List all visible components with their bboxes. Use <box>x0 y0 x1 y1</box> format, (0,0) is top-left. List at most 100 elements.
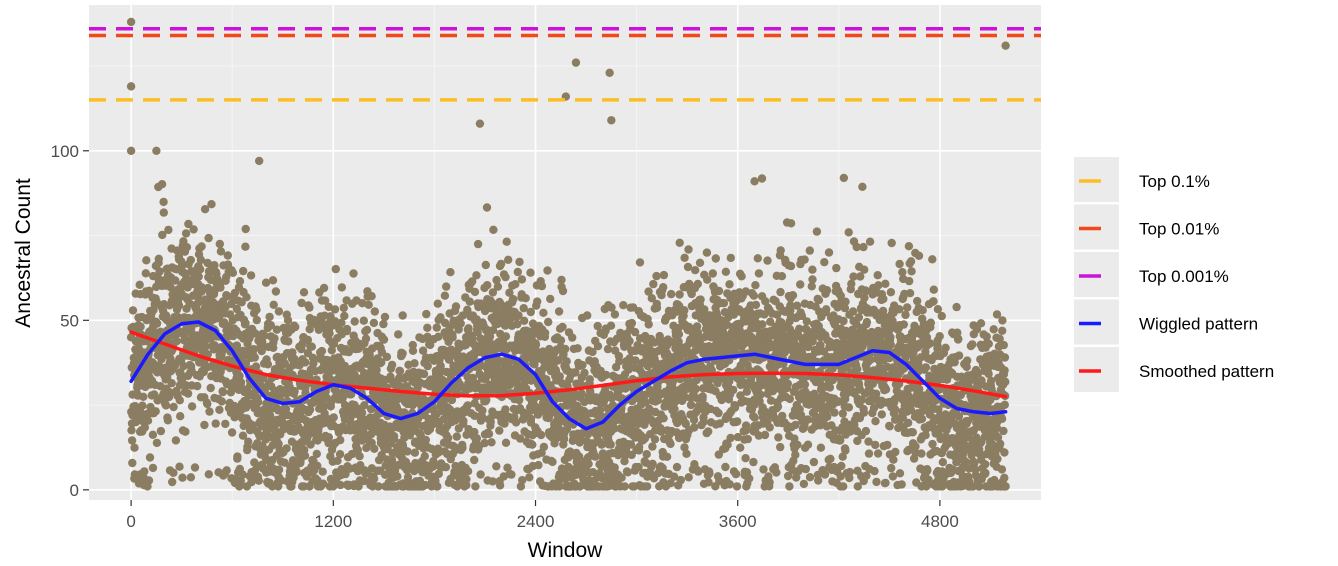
data-point <box>859 242 868 252</box>
data-point <box>672 462 682 472</box>
data-point <box>796 280 805 289</box>
data-point <box>509 295 518 304</box>
data-point <box>418 346 428 355</box>
data-point <box>182 243 192 252</box>
data-point <box>751 300 761 310</box>
data-point <box>573 344 582 353</box>
data-point <box>537 281 547 291</box>
data-point <box>155 267 164 276</box>
data-point <box>204 470 213 479</box>
data-point <box>374 482 383 491</box>
data-point <box>135 280 144 289</box>
data-point <box>607 303 616 312</box>
data-point <box>448 333 457 342</box>
data-point <box>476 470 485 479</box>
data-point <box>319 479 328 488</box>
data-point <box>446 268 455 277</box>
data-point <box>204 233 213 243</box>
data-point <box>250 353 259 362</box>
data-point <box>952 302 961 312</box>
data-point <box>268 276 278 285</box>
data-point <box>691 384 701 394</box>
data-point <box>519 304 528 313</box>
data-point <box>889 455 898 464</box>
data-point <box>725 480 734 489</box>
data-point <box>434 469 443 479</box>
data-point <box>319 283 329 293</box>
data-point <box>559 435 569 444</box>
data-point <box>350 317 359 326</box>
data-point <box>904 418 913 427</box>
data-point <box>691 266 700 275</box>
data-point <box>472 271 481 280</box>
data-point <box>841 297 850 306</box>
data-point <box>361 334 371 343</box>
data-point <box>503 463 512 472</box>
data-point <box>487 438 496 447</box>
data-point <box>127 436 137 445</box>
data-point <box>824 248 834 257</box>
data-point <box>858 182 867 191</box>
data-point <box>471 482 480 491</box>
data-point <box>274 465 284 474</box>
data-point <box>642 482 652 491</box>
data-point <box>470 427 479 437</box>
data-point <box>500 419 509 428</box>
data-point <box>615 357 624 366</box>
data-point <box>507 470 516 479</box>
data-point <box>184 219 193 229</box>
data-point <box>161 401 171 410</box>
data-point <box>251 362 261 371</box>
data-point <box>749 291 759 300</box>
data-point <box>127 426 136 435</box>
data-point <box>659 283 668 292</box>
data-point <box>530 360 539 369</box>
data-point <box>816 443 826 452</box>
data-point <box>156 426 166 436</box>
data-point <box>189 225 198 234</box>
data-point <box>929 285 938 294</box>
data-point <box>562 425 572 434</box>
data-point <box>899 320 908 329</box>
data-point <box>695 258 705 267</box>
data-point <box>763 256 772 265</box>
data-point <box>760 430 770 440</box>
data-point <box>492 306 501 315</box>
data-point <box>887 463 896 473</box>
data-point <box>777 272 787 281</box>
data-point <box>881 478 890 488</box>
data-point <box>901 310 910 320</box>
data-point <box>703 275 712 284</box>
data-point <box>419 369 429 379</box>
data-point <box>861 426 871 436</box>
data-point <box>693 328 703 337</box>
data-point <box>164 225 173 235</box>
data-point <box>886 340 895 349</box>
data-point <box>726 433 735 443</box>
data-point <box>196 255 206 265</box>
data-point <box>822 305 831 314</box>
data-point <box>895 259 904 269</box>
data-point <box>674 330 684 339</box>
data-point <box>684 245 693 254</box>
data-point <box>825 383 835 392</box>
data-point <box>451 302 461 311</box>
data-point <box>138 401 147 410</box>
data-point <box>333 456 342 465</box>
data-point <box>860 265 869 274</box>
data-point <box>422 309 431 319</box>
data-point <box>862 317 872 327</box>
data-point <box>320 401 329 411</box>
data-point <box>881 279 890 288</box>
data-point <box>693 279 702 289</box>
data-point <box>307 342 316 351</box>
data-point <box>157 180 167 189</box>
data-point <box>394 330 403 339</box>
data-point <box>839 316 848 326</box>
data-point <box>215 239 224 249</box>
data-point <box>282 444 291 453</box>
data-point <box>232 304 241 314</box>
data-point <box>546 294 555 304</box>
data-point <box>495 481 505 490</box>
data-point <box>765 478 774 487</box>
